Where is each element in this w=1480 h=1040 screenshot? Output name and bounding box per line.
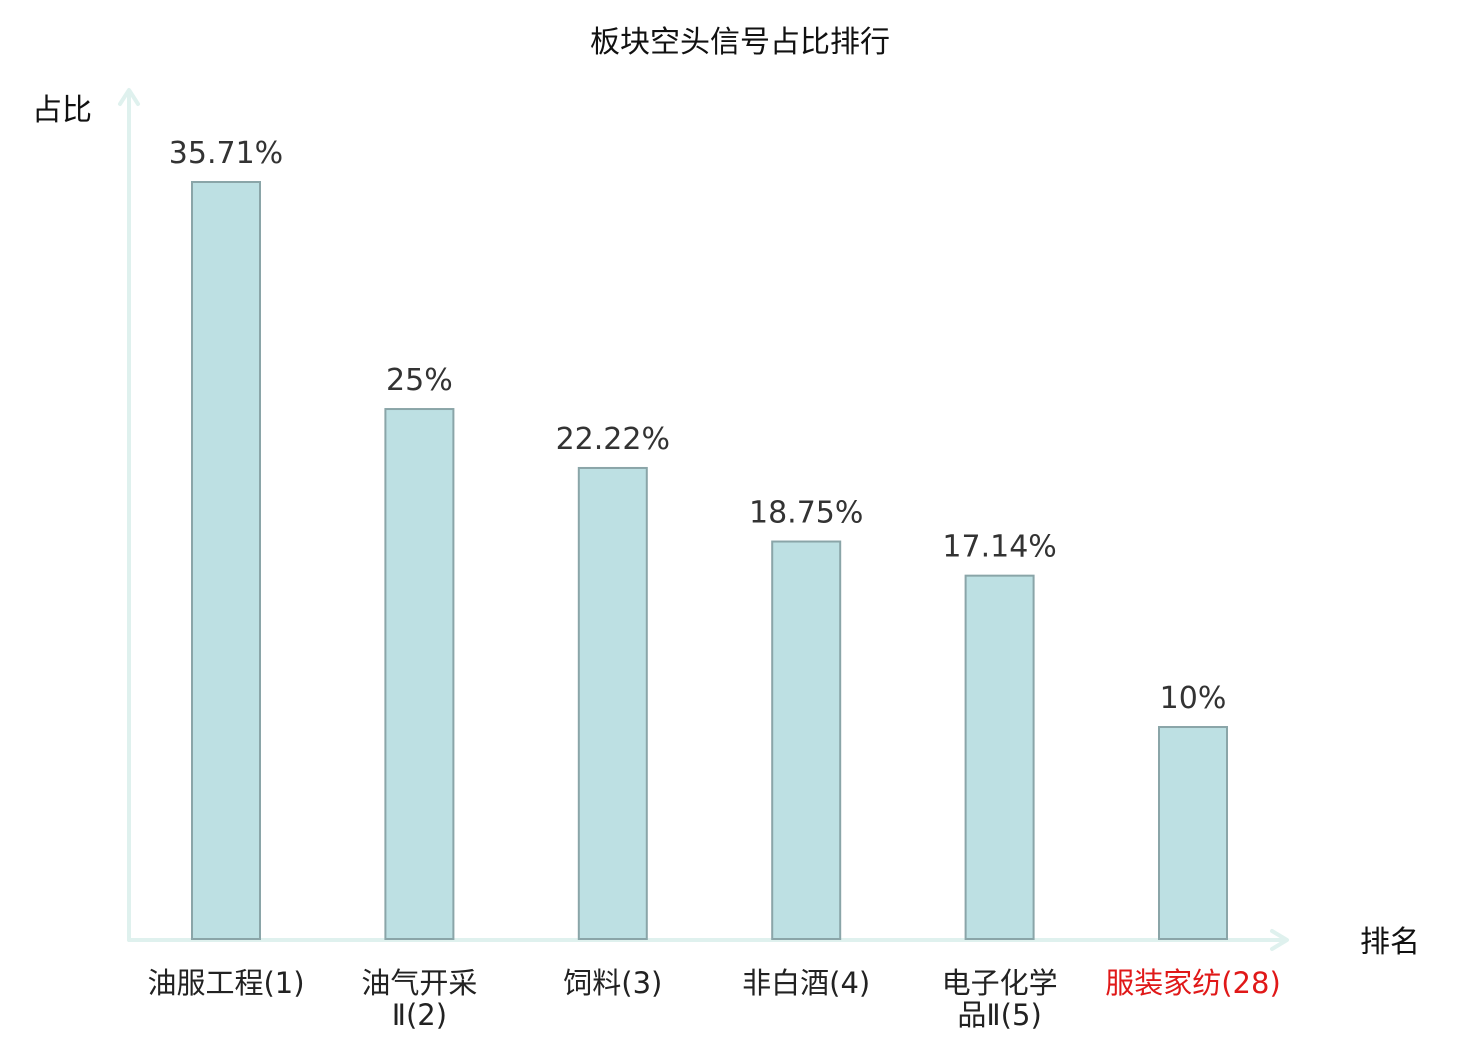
- bar: [384, 408, 455, 941]
- bar-value-label: 25%: [386, 363, 453, 398]
- category-label: 电子化学: [942, 966, 1058, 1000]
- category-label: 品Ⅱ(5): [957, 998, 1041, 1032]
- x-axis-arrowhead: [1270, 929, 1289, 951]
- bar-value-label: 17.14%: [942, 530, 1056, 565]
- bar-value-label: 35.71%: [169, 136, 283, 171]
- x-axis-label: 排名: [1360, 925, 1420, 960]
- category-label: 饲料(3): [563, 966, 662, 1000]
- category-label: Ⅱ(2): [392, 998, 447, 1032]
- bar: [964, 574, 1035, 941]
- category-label: 非白酒(4): [742, 966, 870, 1000]
- category-label: 油服工程(1): [147, 966, 304, 1000]
- bar: [771, 540, 842, 940]
- bar-value-label: 22.22%: [556, 422, 670, 457]
- bar-value-label: 10%: [1160, 681, 1227, 716]
- category-label: 油气开采: [361, 966, 477, 1000]
- bar: [577, 466, 648, 940]
- y-axis-label: 占比: [32, 93, 92, 128]
- bar: [191, 181, 261, 940]
- bar-value-label: 18.75%: [749, 496, 863, 531]
- chart-title: 板块空头信号占比排行: [590, 25, 890, 60]
- bar: [1158, 726, 1228, 941]
- category-label: 服装家纺(28): [1105, 966, 1281, 1000]
